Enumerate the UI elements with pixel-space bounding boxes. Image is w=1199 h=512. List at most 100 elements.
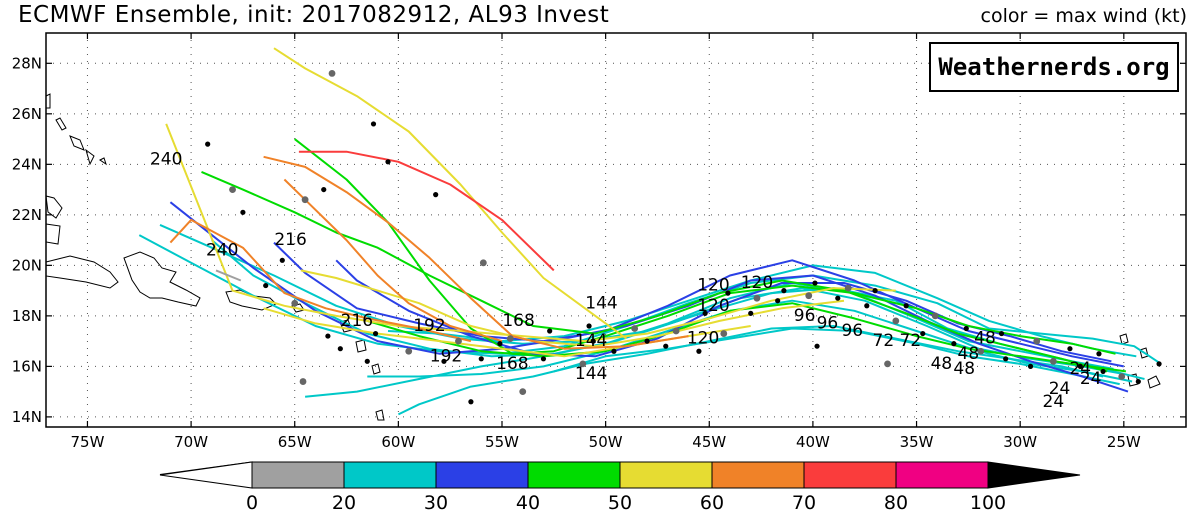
track-marker	[663, 343, 669, 349]
ensemble-track-line	[298, 150, 555, 272]
forecast-hour-label: 120	[741, 273, 773, 293]
track-marker	[325, 333, 331, 339]
y-tick-label: 14N	[12, 408, 42, 426]
track-marker	[291, 299, 299, 307]
track-marker	[1100, 368, 1106, 375]
map-axes: 75W 70W 65W 60W 55W 50W 45W 40W 35W 30W 25W 14N 16N 1…	[12, 33, 1186, 451]
track-marker	[299, 378, 307, 385]
track-marker	[748, 310, 754, 316]
forecast-hour-label: 96	[817, 314, 839, 334]
forecast-hour-label: 24	[1069, 359, 1091, 379]
forecast-hour-label: 96	[841, 321, 863, 341]
ensemble-track-line	[273, 47, 627, 340]
forecast-hour-label: 96	[794, 306, 816, 326]
colorbar-bin	[343, 461, 437, 489]
track-marker	[364, 358, 370, 364]
track-marker	[263, 282, 269, 289]
ensemble-track-line	[165, 123, 896, 343]
y-tick-label: 22N	[12, 206, 42, 224]
track-marker	[547, 328, 553, 334]
ensemble-track-line	[273, 241, 1124, 368]
forecast-hour-label: 144	[575, 331, 607, 351]
x-tick-label: 50W	[589, 433, 623, 451]
track-marker	[963, 325, 969, 332]
colorbar-label: 20	[332, 492, 356, 512]
track-marker	[497, 341, 503, 347]
x-tick-label: 25W	[1107, 433, 1141, 451]
track-marker	[611, 348, 617, 354]
colorbar-label: 100	[970, 492, 1006, 512]
track-marker	[279, 257, 285, 263]
colorbar-bin	[527, 461, 621, 489]
track-marker	[519, 388, 527, 396]
forecast-hour-label: 24	[1049, 379, 1071, 399]
track-marker	[229, 186, 236, 193]
ensemble-track-line	[169, 201, 1129, 393]
y-tick-label: 16N	[12, 357, 42, 375]
track-marker	[478, 356, 484, 362]
track-marker	[631, 325, 639, 332]
track-marker	[301, 196, 309, 204]
ensemble-tracks	[138, 47, 1162, 416]
track-marker	[1049, 357, 1057, 365]
track-marker	[720, 330, 728, 337]
forecast-hour-label: 48	[953, 359, 975, 379]
colorbar-bin	[435, 461, 529, 489]
track-marker	[328, 70, 336, 77]
forecast-hour-label: 168	[496, 354, 528, 374]
track-marker	[884, 360, 891, 368]
track-marker	[1033, 337, 1041, 345]
track-marker	[1067, 346, 1073, 352]
ensemble-track-line	[169, 218, 472, 343]
track-marker	[385, 159, 391, 165]
colorbar-bin	[251, 461, 345, 489]
colorbar-bin	[895, 461, 989, 489]
lat-lon-grid	[46, 33, 1186, 427]
colorbar-label: 60	[700, 492, 724, 512]
colorbar-bin	[711, 461, 805, 489]
forecast-hour-label: 240	[150, 149, 182, 169]
forecast-hour-label: 144	[575, 364, 607, 384]
colorbar-label: 40	[516, 492, 540, 512]
forecast-hour-label: 120	[697, 296, 729, 316]
x-tick-label: 75W	[70, 433, 104, 451]
track-marker	[1156, 361, 1162, 367]
y-tick-label: 20N	[12, 256, 42, 274]
track-marker	[977, 347, 985, 355]
track-marker	[1118, 373, 1126, 380]
track-marker	[1135, 378, 1141, 385]
y-tick-label: 28N	[12, 54, 42, 72]
track-marker	[725, 290, 731, 296]
track-markers	[205, 70, 1162, 405]
track-marker	[337, 346, 343, 352]
track-marker	[903, 303, 909, 309]
y-tick-label: 18N	[12, 307, 42, 325]
ensemble-track-line	[215, 269, 242, 282]
forecast-hour-label: 216	[341, 311, 373, 331]
forecast-hour-label: 48	[974, 329, 996, 349]
colorbar-label: 50	[608, 492, 632, 512]
track-marker	[579, 360, 587, 368]
chart-title: ECMWF Ensemble, init: 2017082912, AL93 I…	[18, 2, 610, 28]
forecast-hour-label: 192	[430, 346, 462, 366]
x-tick-label: 65W	[278, 433, 312, 451]
track-marker	[872, 288, 878, 294]
colorbar-bin	[619, 461, 713, 489]
forecast-hour-label: 120	[687, 329, 719, 349]
colorbar-label: 0	[246, 492, 258, 512]
track-marker	[1096, 351, 1102, 357]
track-marker	[506, 335, 514, 343]
ensemble-track-line	[367, 299, 1133, 383]
track-marker	[920, 330, 926, 337]
track-marker	[892, 317, 900, 325]
forecast-hour-label: 216	[274, 230, 306, 250]
track-marker	[702, 310, 708, 316]
track-marker	[931, 312, 939, 320]
track-marker	[441, 358, 447, 364]
y-tick-label: 26N	[12, 105, 42, 123]
track-marker	[370, 121, 377, 127]
track-marker	[805, 292, 813, 300]
track-marker	[696, 348, 702, 354]
track-marker	[864, 303, 870, 309]
